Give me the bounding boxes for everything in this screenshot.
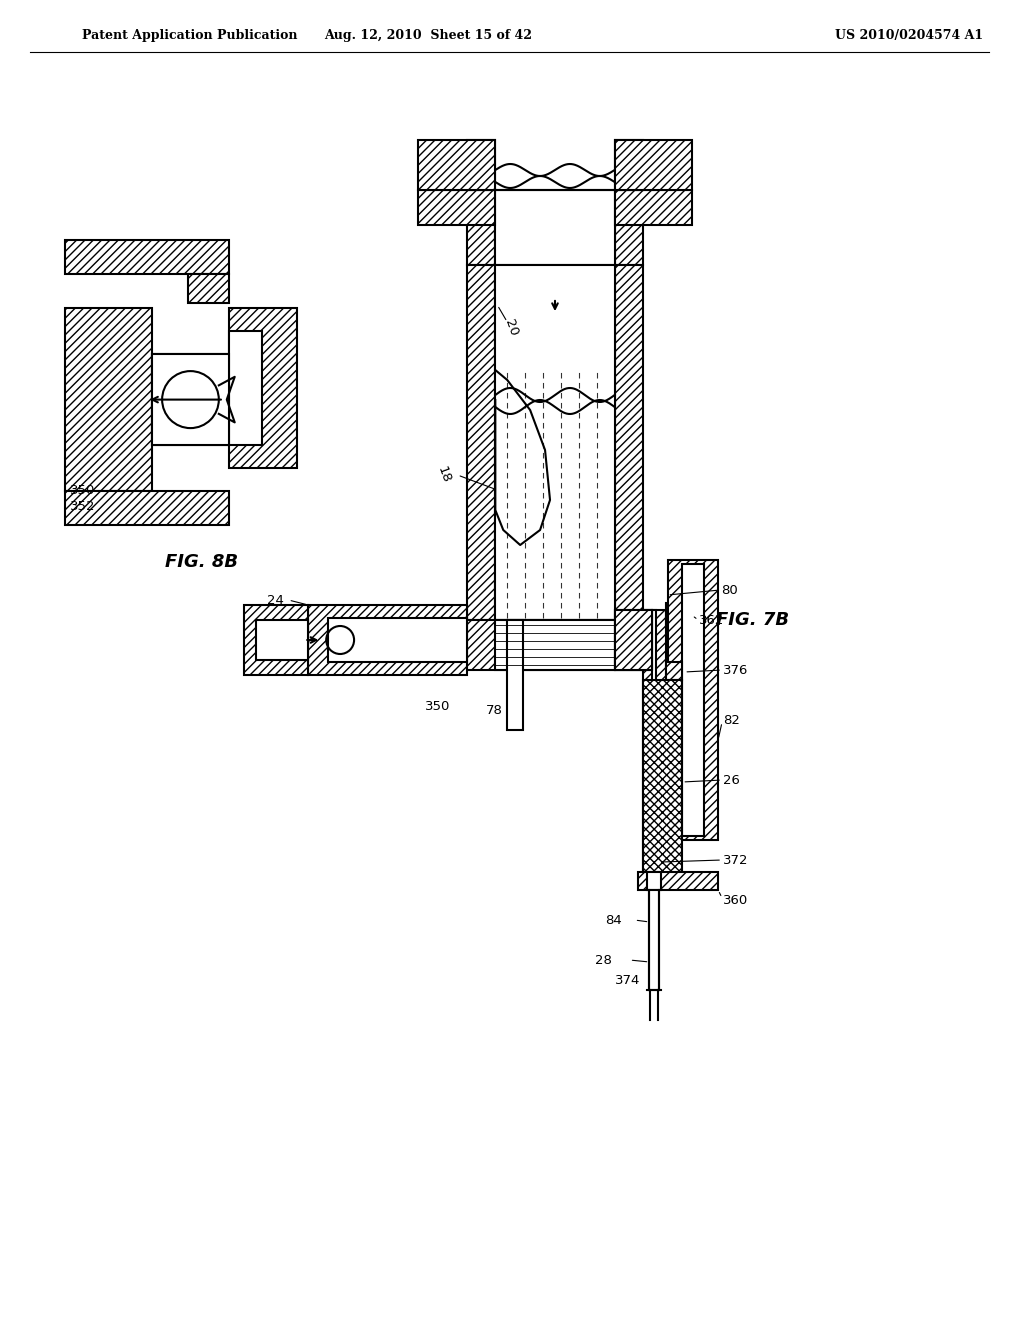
Bar — [496, 620, 614, 671]
Bar — [496, 190, 614, 265]
Bar — [614, 265, 642, 620]
Text: 352: 352 — [70, 500, 95, 513]
Text: US 2010/0204574 A1: US 2010/0204574 A1 — [836, 29, 984, 41]
Bar — [496, 265, 614, 620]
Bar — [244, 605, 308, 675]
Bar — [153, 354, 228, 445]
Text: FIG. 7B: FIG. 7B — [716, 611, 790, 630]
Text: 18: 18 — [434, 465, 453, 486]
Text: 84: 84 — [605, 913, 622, 927]
Text: 24: 24 — [266, 594, 284, 606]
Bar — [418, 140, 496, 190]
Bar — [468, 265, 496, 620]
Bar — [642, 680, 682, 880]
Bar — [256, 620, 308, 660]
Bar — [614, 190, 692, 224]
Text: 372: 372 — [723, 854, 749, 866]
Bar — [153, 354, 228, 445]
Bar — [614, 610, 652, 671]
Bar — [65, 309, 153, 491]
Bar — [667, 603, 694, 624]
Text: 78: 78 — [485, 704, 503, 717]
Bar — [667, 663, 682, 680]
Bar — [308, 605, 468, 675]
Text: Aug. 12, 2010  Sheet 15 of 42: Aug. 12, 2010 Sheet 15 of 42 — [324, 29, 531, 41]
Text: 360: 360 — [723, 894, 749, 907]
Bar — [65, 240, 228, 275]
Text: 376: 376 — [723, 664, 749, 676]
Bar — [507, 620, 523, 730]
Bar — [418, 190, 496, 224]
Text: 20: 20 — [503, 318, 520, 338]
Bar — [187, 275, 228, 302]
Bar — [652, 610, 656, 880]
Bar — [642, 610, 667, 880]
Text: FIG. 8B: FIG. 8B — [165, 553, 238, 572]
Text: 350: 350 — [425, 700, 451, 713]
Text: 362: 362 — [699, 614, 725, 627]
Bar — [468, 140, 496, 190]
Text: 80: 80 — [721, 583, 738, 597]
Bar — [614, 610, 652, 671]
FancyBboxPatch shape — [499, 333, 611, 375]
Bar — [682, 564, 705, 836]
Bar — [458, 620, 652, 671]
Bar — [329, 618, 468, 663]
Text: 350: 350 — [70, 483, 95, 496]
Bar — [647, 873, 662, 890]
Bar — [65, 491, 228, 525]
Bar — [228, 309, 297, 469]
Text: 374: 374 — [614, 974, 640, 986]
Bar — [614, 140, 642, 190]
Bar — [468, 190, 496, 265]
Bar — [614, 140, 692, 190]
Bar — [638, 873, 718, 890]
Text: 28: 28 — [595, 953, 611, 966]
Bar — [649, 890, 659, 990]
Text: 26: 26 — [723, 774, 740, 787]
Text: Patent Application Publication: Patent Application Publication — [82, 29, 297, 41]
Bar — [669, 560, 718, 840]
Bar — [228, 331, 261, 445]
Bar — [614, 190, 642, 265]
FancyBboxPatch shape — [499, 285, 611, 327]
Text: 82: 82 — [723, 714, 740, 726]
